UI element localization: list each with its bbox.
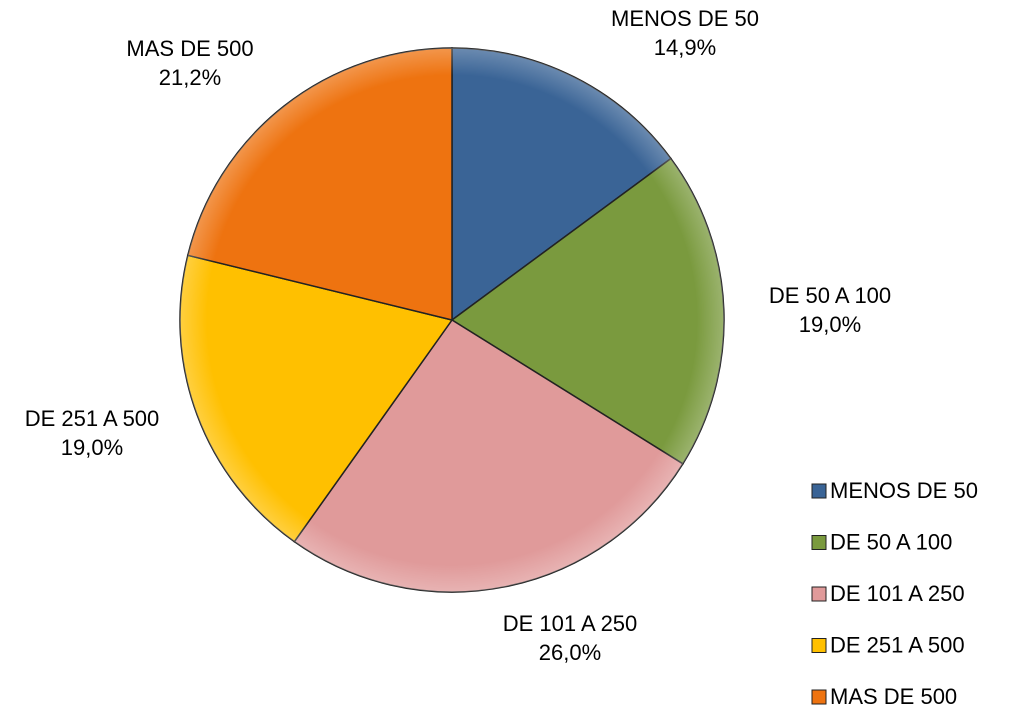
legend-label: DE 251 A 500 — [830, 632, 965, 657]
slice-label: DE 251 A 500 — [25, 406, 160, 431]
slice-label: MAS DE 500 — [126, 36, 253, 61]
legend-label: DE 101 A 250 — [830, 581, 965, 606]
legend-label: MENOS DE 50 — [830, 478, 978, 503]
slice-label: MENOS DE 50 — [611, 6, 759, 31]
legend-label: MAS DE 500 — [830, 684, 957, 709]
legend-swatch — [811, 638, 827, 653]
legend-swatch — [811, 535, 827, 550]
slice-value-label: 14,9% — [654, 35, 716, 60]
legend-label: DE 50 A 100 — [830, 529, 952, 554]
slice-value-label: 26,0% — [539, 640, 601, 665]
legend-swatch — [811, 689, 827, 705]
slice-label: DE 101 A 250 — [503, 611, 638, 636]
slice-value-label: 21,2% — [159, 65, 221, 90]
slice-label: DE 50 A 100 — [769, 283, 891, 308]
legend-swatch — [811, 483, 827, 499]
legend-swatch — [811, 586, 827, 602]
slice-value-label: 19,0% — [61, 435, 123, 460]
slice-value-label: 19,0% — [799, 312, 861, 337]
